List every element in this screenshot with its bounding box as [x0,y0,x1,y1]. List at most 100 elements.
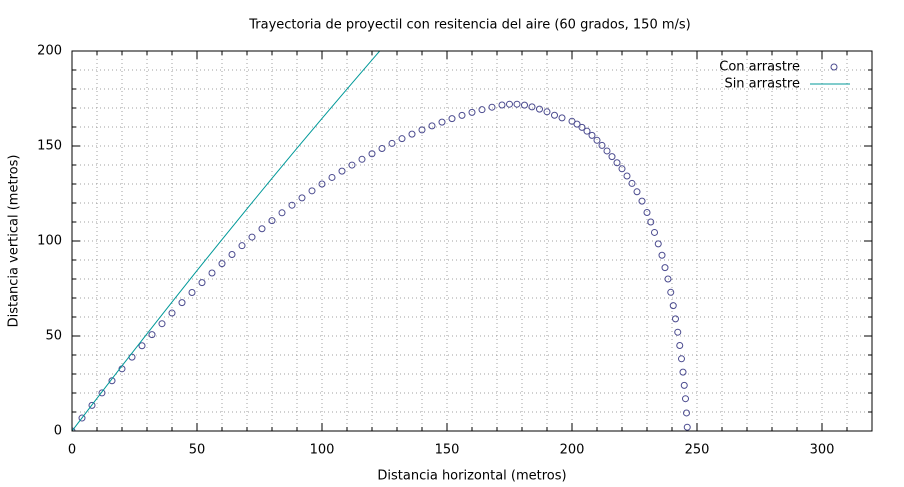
legend-label: Sin arrastre [724,77,800,92]
data-point [578,123,586,131]
data-point [623,172,631,180]
data-point [680,381,688,389]
y-tick-label: 200 [37,44,62,59]
data-point [398,135,406,143]
x-tick-label: 250 [685,443,710,458]
data-point [208,269,216,277]
y-axis-label: Distancia vertical (metros) [7,155,22,328]
data-point [679,368,687,376]
data-point [633,188,641,196]
data-point [682,395,689,403]
data-point [218,260,226,268]
chart-title: Trayectoria de proyectil con resitencia … [248,18,690,33]
x-tick-label: 300 [810,443,835,458]
data-point [448,115,456,123]
y-tick-label: 0 [54,424,62,439]
data-point [608,153,616,161]
data-point [647,218,655,226]
data-point [478,106,486,114]
data-point [78,414,86,422]
data-point [598,141,606,149]
data-point [618,165,626,173]
data-point [628,179,636,187]
data-point [268,217,276,225]
data-point [338,167,346,175]
data-point [513,100,521,108]
data-point [558,114,566,122]
x-axis-label: Distancia horizontal (metros) [377,469,566,484]
data-point [667,288,675,296]
x-tick-label: 50 [189,443,206,458]
data-point [248,233,256,241]
data-point [498,101,506,109]
data-point [678,355,685,363]
data-point [669,302,677,310]
data-point [98,389,106,397]
data-point [521,101,528,109]
data-point [536,105,543,113]
data-point [408,130,416,138]
data-point [258,225,266,233]
data-point [418,126,426,134]
data-point [388,139,396,147]
data-point [643,209,651,216]
data-point [651,228,658,236]
data-point [428,122,436,130]
data-point [676,342,684,349]
data-point [488,103,496,111]
data-point [158,320,166,328]
data-point [661,264,669,272]
data-point [672,315,679,323]
grid [72,51,872,431]
data-point [378,144,386,152]
data-point [683,423,691,431]
legend-swatch [830,63,838,71]
data-point [168,309,176,317]
data-point [188,289,196,297]
data-point [298,194,306,202]
data-point [613,159,621,167]
y-tick-label: 100 [37,234,62,249]
data-point [438,118,446,126]
data-point [318,180,326,188]
plot-area [72,51,691,431]
data-point [238,242,246,250]
data-point [551,111,558,119]
legend-label: Con arrastre [719,60,800,75]
data-point [593,136,601,144]
data-point [278,209,286,217]
data-point [664,275,672,283]
data-point [528,103,536,111]
data-point [148,331,156,339]
data-point [573,120,581,128]
data-line [72,51,381,431]
data-point [683,409,690,417]
data-point [638,197,646,205]
data-point [543,108,551,116]
data-point [328,173,336,181]
data-point [468,108,476,116]
data-point [358,155,366,163]
data-point [178,299,186,307]
data-point [138,342,146,350]
data-point [458,111,466,119]
data-point [348,161,356,169]
data-point [583,127,591,135]
data-point [658,251,666,259]
data-point [108,377,116,385]
x-tick-label: 0 [68,443,76,458]
data-point [308,187,316,195]
y-tick-label: 50 [45,329,62,344]
data-point [506,100,513,108]
data-point [603,147,611,155]
data-point [288,201,296,209]
data-point [654,240,662,248]
data-point [88,401,96,409]
data-point [674,328,682,336]
y-tick-label: 150 [37,139,62,154]
x-tick-label: 100 [310,443,335,458]
data-point [198,279,206,287]
data-point [228,251,236,259]
x-tick-label: 200 [560,443,585,458]
